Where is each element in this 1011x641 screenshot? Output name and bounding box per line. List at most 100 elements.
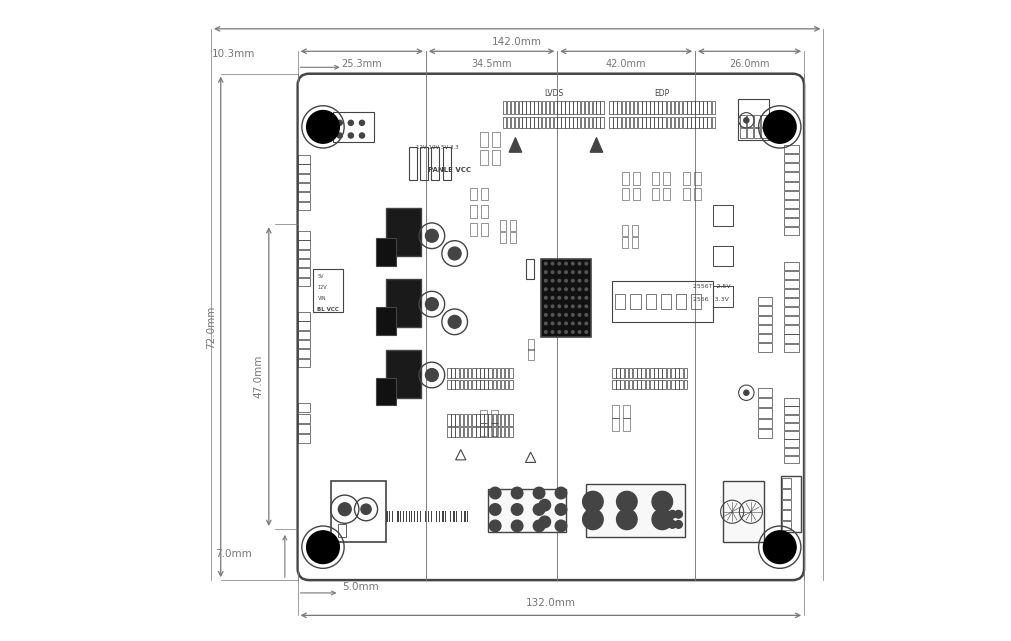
Text: 25.3mm: 25.3mm <box>341 59 382 69</box>
Text: 34.5mm: 34.5mm <box>471 59 512 69</box>
Bar <box>760 128 766 138</box>
Circle shape <box>539 516 550 528</box>
Circle shape <box>577 313 580 316</box>
Circle shape <box>551 331 553 333</box>
Bar <box>739 128 745 138</box>
Bar <box>691 101 694 114</box>
Bar <box>757 334 771 342</box>
Circle shape <box>544 305 547 308</box>
Bar <box>568 101 572 114</box>
Bar <box>463 414 467 426</box>
Bar <box>479 150 487 165</box>
Bar <box>490 410 497 423</box>
Bar <box>386 511 387 522</box>
Bar <box>662 379 665 388</box>
Bar <box>467 367 471 378</box>
Circle shape <box>425 369 438 381</box>
Bar <box>691 117 694 128</box>
Bar <box>509 414 513 426</box>
Circle shape <box>551 297 553 299</box>
Bar <box>674 379 678 388</box>
Bar <box>475 428 479 437</box>
Circle shape <box>557 297 560 299</box>
Circle shape <box>577 331 580 333</box>
Bar <box>500 428 503 437</box>
Bar <box>727 242 730 246</box>
Bar <box>641 379 644 388</box>
Bar <box>502 117 506 128</box>
Bar <box>649 379 653 388</box>
Circle shape <box>533 487 544 499</box>
Circle shape <box>674 520 681 528</box>
Bar <box>650 101 653 114</box>
Bar <box>713 226 716 229</box>
Circle shape <box>571 297 573 299</box>
Circle shape <box>577 305 580 308</box>
Bar <box>784 344 798 352</box>
Circle shape <box>511 487 523 499</box>
Text: 5.0mm: 5.0mm <box>342 581 379 592</box>
Bar <box>534 117 537 128</box>
Bar <box>625 101 629 114</box>
Bar <box>509 379 513 388</box>
Bar <box>682 367 686 378</box>
Circle shape <box>577 297 580 299</box>
Bar <box>681 172 688 185</box>
Text: 2556   3.3V: 2556 3.3V <box>692 297 728 301</box>
Bar <box>459 428 463 437</box>
Circle shape <box>584 322 587 325</box>
Bar <box>484 414 487 426</box>
Bar <box>780 476 800 532</box>
Bar <box>784 172 798 181</box>
Bar <box>475 414 479 426</box>
Circle shape <box>551 262 553 265</box>
Bar <box>479 428 483 437</box>
Bar <box>545 117 549 128</box>
Bar <box>297 349 309 358</box>
Bar <box>662 188 669 201</box>
Circle shape <box>577 262 580 265</box>
Bar <box>674 101 677 114</box>
Bar <box>654 117 657 128</box>
Circle shape <box>577 322 580 325</box>
Bar <box>641 117 645 128</box>
Bar <box>757 325 771 333</box>
Bar <box>538 117 541 128</box>
Bar <box>662 101 665 114</box>
Bar <box>496 414 499 426</box>
Text: RTD2556: RTD2556 <box>561 314 585 319</box>
Bar <box>670 367 674 378</box>
Bar <box>784 439 798 447</box>
Bar <box>504 379 508 388</box>
Circle shape <box>359 121 364 126</box>
Bar <box>488 428 491 437</box>
Bar <box>678 101 681 114</box>
Circle shape <box>551 313 553 316</box>
Bar <box>718 306 721 311</box>
Circle shape <box>616 492 637 512</box>
Bar <box>479 132 487 147</box>
Bar <box>713 201 716 205</box>
Bar <box>757 398 771 408</box>
Circle shape <box>544 262 547 265</box>
Bar <box>469 223 476 236</box>
Bar <box>757 388 771 397</box>
Bar <box>447 414 451 426</box>
Circle shape <box>571 271 573 274</box>
Text: 132.0mm: 132.0mm <box>526 597 575 608</box>
Bar <box>469 205 476 218</box>
Bar <box>447 428 451 437</box>
Circle shape <box>564 262 567 265</box>
Bar <box>386 208 421 256</box>
Bar <box>469 188 476 201</box>
Circle shape <box>668 520 675 528</box>
Bar <box>784 447 798 455</box>
Circle shape <box>564 279 567 282</box>
Bar <box>518 101 522 114</box>
Bar <box>613 101 617 114</box>
Circle shape <box>448 247 461 260</box>
Bar <box>753 128 759 138</box>
Bar <box>712 205 732 226</box>
Bar <box>612 379 615 388</box>
Bar <box>431 147 439 180</box>
